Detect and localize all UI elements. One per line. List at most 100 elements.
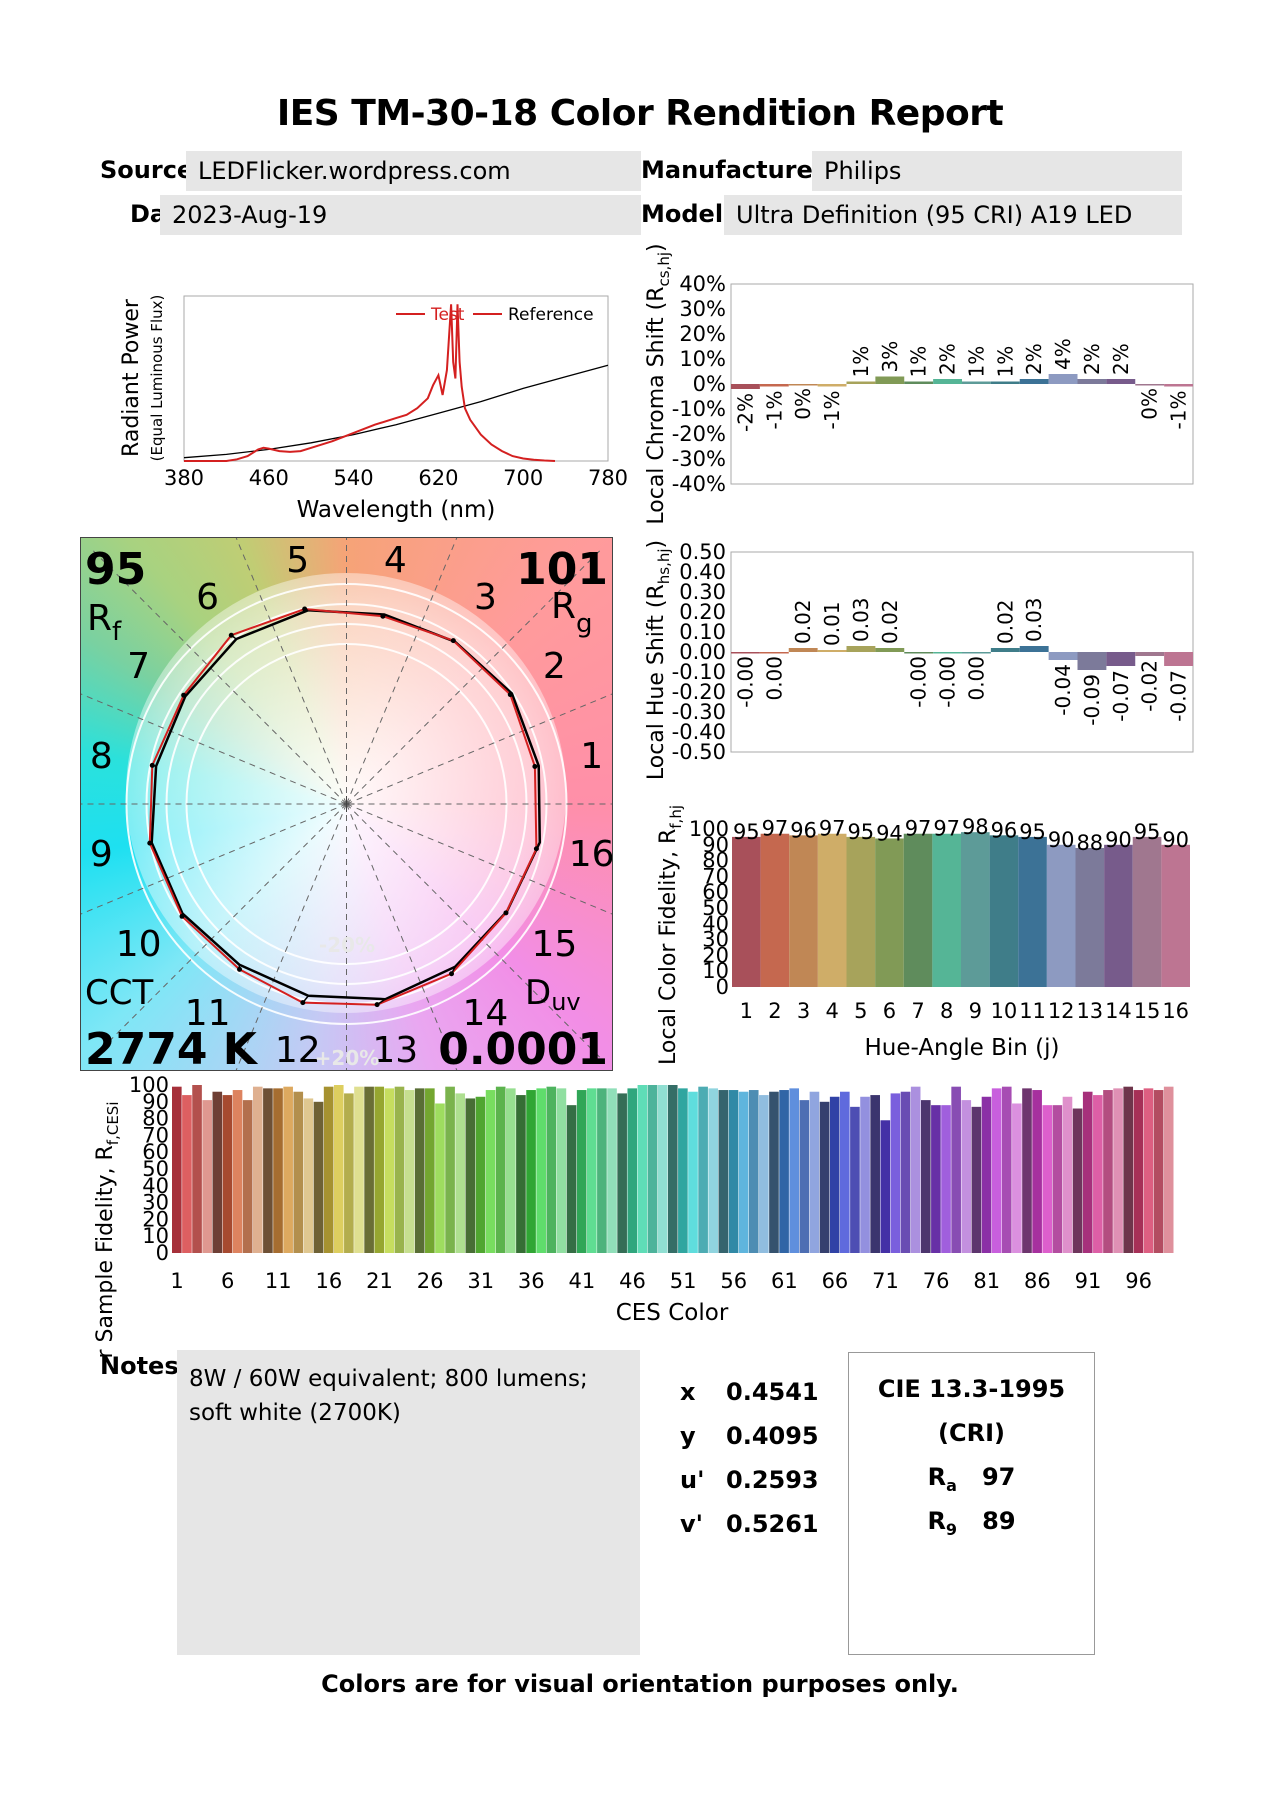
- fidelity-label-11: 95: [1019, 820, 1046, 844]
- ces-xtick-5: 26: [417, 1269, 444, 1293]
- hue-label-9: 0.00: [964, 656, 988, 701]
- fidelity-ytick-2: 80: [702, 849, 729, 873]
- bin-label-6: 6: [196, 577, 219, 618]
- ces-bar-13: [293, 1091, 304, 1253]
- bin-label-9: 9: [90, 834, 113, 875]
- ces-bar-42: [586, 1088, 597, 1253]
- fidelity-xtick-6: 6: [883, 999, 896, 1023]
- fidelity-xtick-15: 15: [1134, 999, 1161, 1023]
- chroma-label-1: -2%: [733, 393, 757, 432]
- hue-bar-9: [962, 652, 991, 654]
- ces-bar-14: [303, 1098, 314, 1253]
- ces-bar-15: [313, 1101, 324, 1253]
- ces-bar-36: [526, 1090, 536, 1253]
- ces-bar-83: [1001, 1086, 1012, 1253]
- fidelity-xtick-7: 7: [911, 999, 924, 1023]
- fidelity-bar-15: [1132, 836, 1162, 987]
- ces-bar-95: [1123, 1086, 1134, 1253]
- hue-ytick-7: -0.20: [672, 680, 726, 704]
- bin-label-3: 3: [474, 577, 497, 618]
- legend-test: Test: [430, 305, 465, 325]
- fidelity-ytick-4: 60: [702, 880, 729, 904]
- ces-bar-84: [1012, 1103, 1022, 1253]
- ces-bar-45: [617, 1093, 627, 1253]
- ces-xtick-8: 41: [569, 1269, 596, 1293]
- chroma-label-2: -1%: [762, 391, 786, 430]
- fidelity-bar-12: [1046, 844, 1076, 987]
- hue-label-12: -0.04: [1051, 664, 1075, 716]
- fidelity-ytick-3: 70: [702, 864, 729, 888]
- model-label: Model:: [641, 200, 733, 228]
- ces-bar-66: [829, 1096, 840, 1253]
- ces-bar-40: [566, 1105, 577, 1253]
- hue-bars: -0.00 0.000.02 0.01 0.03 0.02-0.00 -0.00 0.000…: [731, 597, 1193, 726]
- ces-bar-18: [344, 1093, 354, 1253]
- chroma-bar-4: [817, 384, 847, 387]
- ces-bar-80: [971, 1106, 982, 1253]
- spd-xtick-0: 380: [164, 466, 204, 490]
- ces-bar-50: [667, 1085, 678, 1253]
- ces-bar-70: [870, 1095, 880, 1253]
- chroma-label-10: 1%: [993, 346, 1017, 378]
- ces-ytick-0: 100: [129, 1073, 169, 1097]
- hue-chart: 0.500.400.300.200.100.00-0.10-0.20-0.30-…: [644, 540, 1194, 780]
- ces-bar-57: [738, 1091, 749, 1253]
- ces-bar-51: [678, 1088, 688, 1253]
- fidelity-bar-3: [789, 835, 818, 987]
- bin-label-4: 4: [384, 540, 407, 581]
- ces-bar-17: [333, 1085, 344, 1253]
- ces-bar-23: [394, 1086, 405, 1253]
- hue-ytick-0: 0.50: [679, 540, 726, 564]
- footer-note: Colors are for visual orientation purpos…: [321, 1670, 959, 1698]
- chroma-label-6: 3%: [878, 341, 902, 373]
- hue-label-14: -0.07: [1109, 670, 1133, 722]
- ces-bar-62: [789, 1088, 800, 1253]
- fidelity-xtick-14: 14: [1105, 999, 1132, 1023]
- fidelity-ytick-7: 30: [702, 928, 729, 952]
- ces-bar-29: [455, 1093, 466, 1253]
- ces-bar-93: [1103, 1090, 1113, 1253]
- hue-ytick-10: -0.50: [672, 740, 726, 764]
- report-title: IES TM-30-18 Color Rendition Report: [276, 93, 1004, 134]
- ces-bar-58: [748, 1090, 759, 1253]
- ces-bar-91: [1082, 1091, 1093, 1253]
- bin-label-2: 2: [543, 646, 566, 687]
- hue-bar-13: [1077, 652, 1107, 670]
- ces-ytick-1: 90: [142, 1090, 169, 1114]
- ces-xtick-3: 16: [316, 1269, 343, 1293]
- fidelity-bar-16: [1161, 844, 1190, 987]
- bin-label-16: 16: [569, 834, 612, 875]
- chroma-chart: 40%30%20%10%0%-10%-20%-30%-40% -2% -1% 0% -…: [644, 243, 1194, 525]
- chroma-ytick-7: -30%: [672, 447, 726, 471]
- fidelity-bar-13: [1075, 847, 1105, 987]
- ces-bar-92: [1093, 1095, 1103, 1253]
- ces-bar-97: [1143, 1088, 1154, 1253]
- source-field: LEDFlicker.wordpress.com: [186, 151, 641, 191]
- fidelity-label-16: 90: [1162, 828, 1189, 852]
- bin-label-1: 1: [580, 736, 603, 777]
- chroma-ytick-0: 40%: [679, 272, 726, 296]
- ces-bar-69: [860, 1096, 870, 1253]
- ces-bar-54: [708, 1088, 719, 1253]
- cri-r9: R9 89: [927, 1507, 1016, 1539]
- hue-ytick-4: 0.10: [679, 620, 726, 644]
- source-label: Source:: [100, 156, 203, 184]
- ces-bar-64: [809, 1091, 820, 1253]
- shift-head-2: [507, 692, 513, 698]
- chroma-label-8: 2%: [936, 343, 960, 375]
- ces-bar-3: [192, 1085, 202, 1253]
- fidelity-label-13: 88: [1076, 831, 1103, 855]
- ces-bar-63: [799, 1100, 810, 1253]
- shift-head-5: [302, 606, 308, 612]
- fidelity-xtick-13: 13: [1076, 999, 1103, 1023]
- hue-label-11: 0.03: [1022, 597, 1046, 642]
- fidelity-xtick-5: 5: [854, 999, 867, 1023]
- shift-head-14: [449, 971, 455, 977]
- coord-x: x 0.4541: [680, 1378, 819, 1406]
- ces-ytick-4: 60: [142, 1140, 169, 1164]
- chroma-bar-8: [933, 379, 962, 384]
- fidelity-ytick-5: 50: [702, 896, 729, 920]
- ces-bar-30: [465, 1098, 476, 1253]
- hue-label-4: 0.01: [820, 601, 844, 646]
